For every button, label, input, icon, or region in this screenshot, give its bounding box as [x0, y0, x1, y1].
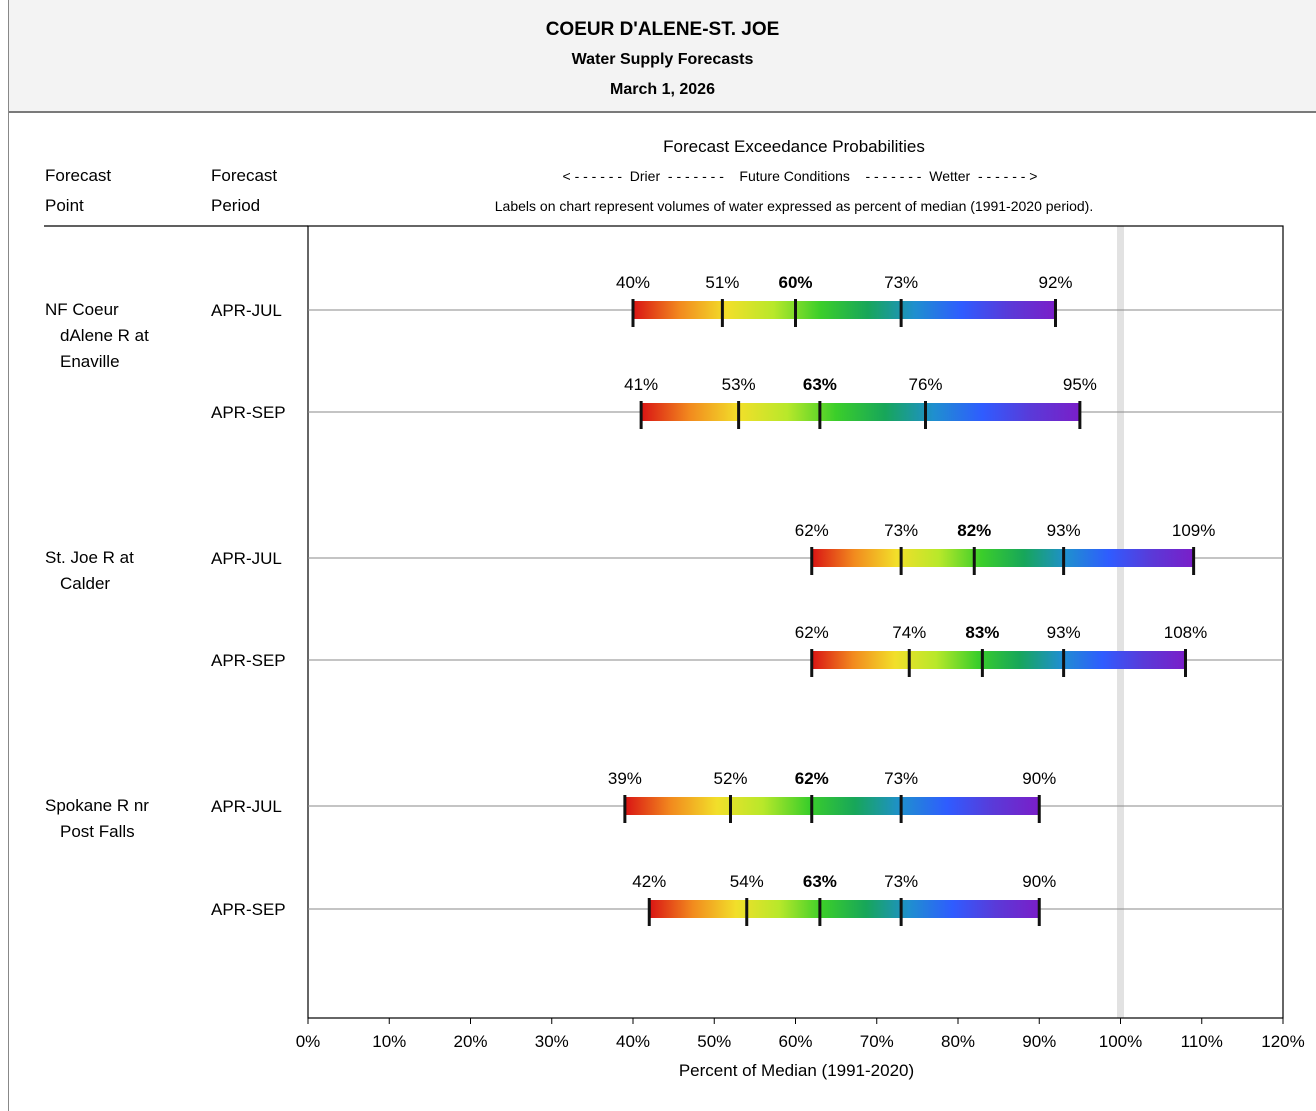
exceedance-value-label: 73%: [884, 521, 918, 540]
forecast-period-label: APR-SEP: [211, 900, 286, 919]
forecast-period-header-line2: Period: [211, 196, 261, 215]
exceedance-value-label: 90%: [1022, 769, 1056, 788]
median-forecast-label: 62%: [795, 769, 829, 788]
x-tick-label: 50%: [697, 1032, 731, 1051]
report-header: COEUR D'ALENE-ST. JOE Water Supply Forec…: [9, 0, 1316, 113]
plot-frame: [307, 225, 1284, 1019]
median-forecast-label: 60%: [778, 273, 812, 292]
median-forecast-label: 63%: [803, 872, 837, 891]
exceedance-bar: [811, 651, 1186, 669]
exceedance-value-label: 39%: [608, 769, 642, 788]
exceedance-bar: [649, 900, 1040, 918]
x-tick-label: 40%: [616, 1032, 650, 1051]
exceedance-value-label: 90%: [1022, 872, 1056, 891]
report-date: March 1, 2026: [610, 81, 715, 98]
exceedance-bar: [641, 403, 1080, 421]
exceedance-value-label: 93%: [1047, 623, 1081, 642]
forecast-period-label: APR-JUL: [211, 301, 282, 320]
x-tick-label: 60%: [778, 1032, 812, 1051]
x-tick-label: 90%: [1022, 1032, 1056, 1051]
x-axis-label: Percent of Median (1991-2020): [679, 1061, 914, 1080]
report-subtitle: Water Supply Forecasts: [571, 51, 754, 68]
point-name-1-line2: dAlene R at: [60, 326, 149, 345]
point-name-3-line1: Spokane R nr: [45, 796, 149, 815]
x-tick-label: 110%: [1181, 1032, 1223, 1051]
exceedance-value-label: 42%: [632, 872, 666, 891]
forecast-period-label: APR-JUL: [211, 549, 282, 568]
exceedance-value-label: 93%: [1047, 521, 1081, 540]
exceedance-value-label: 95%: [1063, 375, 1097, 394]
x-tick-label: 120%: [1261, 1032, 1304, 1051]
x-tick-label: 70%: [860, 1032, 894, 1051]
exceedance-value-label: 92%: [1038, 273, 1072, 292]
exceedance-value-label: 108%: [1164, 623, 1207, 642]
point-name-3-line2: Post Falls: [60, 822, 135, 841]
exceedance-value-label: 40%: [616, 273, 650, 292]
exceedance-bar: [624, 797, 1040, 815]
exceedance-value-label: 51%: [705, 273, 739, 292]
forecast-period-label: APR-SEP: [211, 403, 286, 422]
median-forecast-label: 82%: [957, 521, 991, 540]
forecast-period-label: APR-JUL: [211, 797, 282, 816]
x-tick-label: 100%: [1099, 1032, 1142, 1051]
exceedance-value-label: 76%: [908, 375, 942, 394]
forecast-period-header-line1: Forecast: [211, 166, 278, 185]
point-name-1-line1: NF Coeur: [45, 300, 119, 319]
page-frame: [8, 0, 1316, 1111]
exceedance-bar: [811, 549, 1194, 567]
x-tick-label: 80%: [941, 1032, 975, 1051]
forecast-point-header-line1: Forecast: [45, 166, 112, 185]
point-name-2-line2: Calder: [60, 574, 111, 593]
median-forecast-label: 63%: [803, 375, 837, 394]
x-tick-label: 30%: [535, 1032, 569, 1051]
exceedance-value-label: 73%: [884, 273, 918, 292]
report-title: COEUR D'ALENE-ST. JOE: [545, 19, 780, 40]
exceedance-value-label: 62%: [795, 623, 829, 642]
exceedance-value-label: 54%: [730, 872, 764, 891]
x-tick-label: 0%: [296, 1032, 321, 1051]
exceedance-bar: [633, 301, 1056, 319]
x-tick-label: 10%: [372, 1032, 406, 1051]
forecast-point-header-line2: Point: [45, 196, 84, 215]
percent-note: Labels on chart represent volumes of wat…: [494, 198, 1094, 214]
x-tick-label: 20%: [453, 1032, 487, 1051]
exceedance-title: Forecast Exceedance Probabilities: [663, 137, 925, 156]
point-name-1-line3: Enaville: [60, 352, 120, 371]
exceedance-value-label: 73%: [884, 872, 918, 891]
point-name-2-line1: St. Joe R at: [45, 548, 134, 567]
median-forecast-label: 83%: [965, 623, 999, 642]
exceedance-value-label: 53%: [722, 375, 756, 394]
exceedance-value-label: 73%: [884, 769, 918, 788]
exceedance-value-label: 74%: [892, 623, 926, 642]
exceedance-value-label: 41%: [624, 375, 658, 394]
exceedance-value-label: 52%: [713, 769, 747, 788]
direction-legend: < - - - - - - Drier - - - - - - - Future…: [562, 168, 1038, 184]
forecast-period-label: APR-SEP: [211, 651, 286, 670]
exceedance-value-label: 109%: [1172, 521, 1215, 540]
exceedance-value-label: 62%: [795, 521, 829, 540]
